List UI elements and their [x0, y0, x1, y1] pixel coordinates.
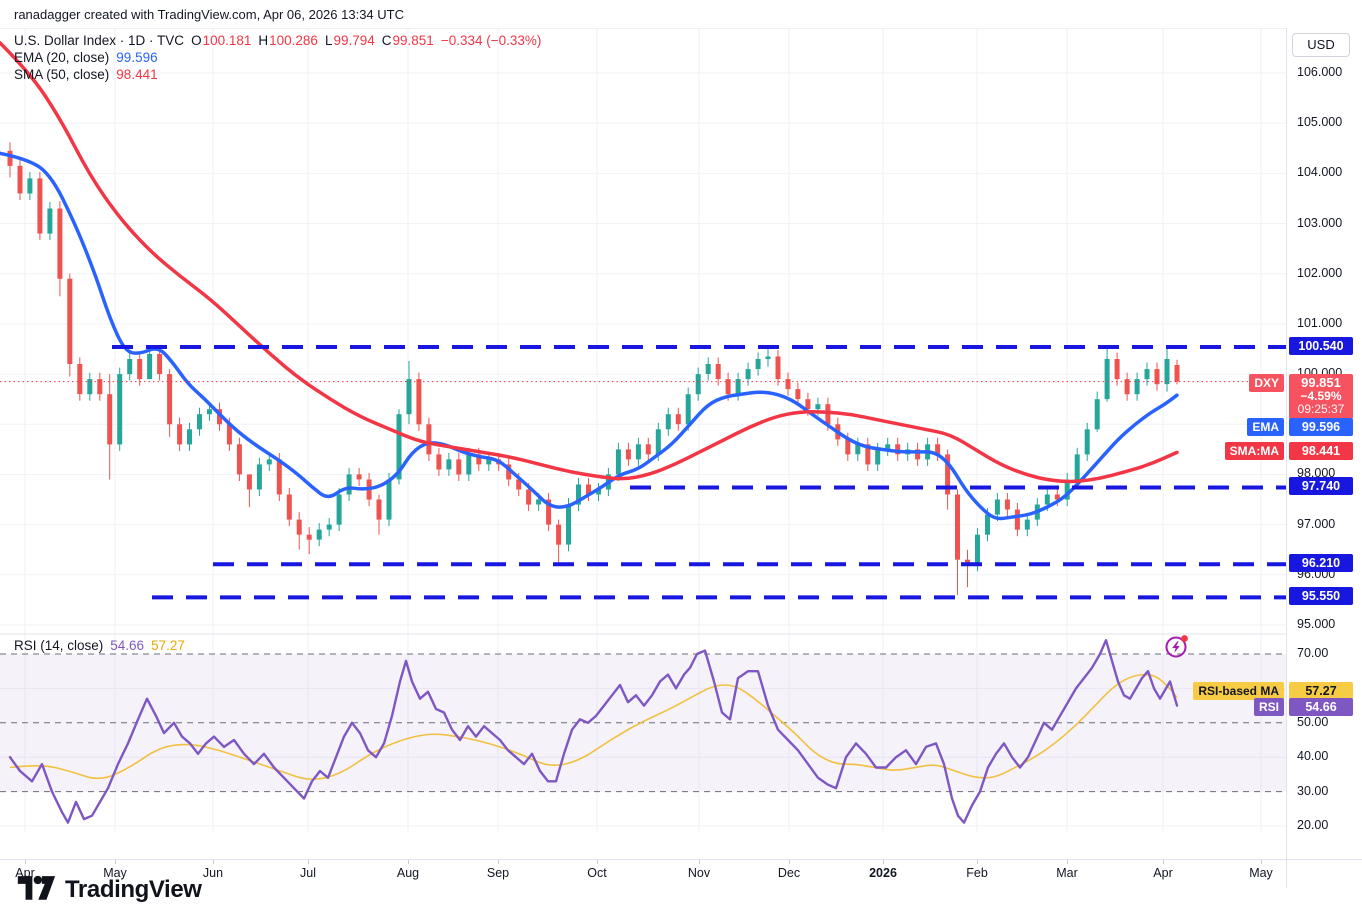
price-axis-tick: 103.000 — [1297, 216, 1343, 230]
time-axis-tick — [498, 860, 499, 864]
price-axis-tick: 104.000 — [1297, 165, 1343, 179]
rsi-axis-tick: 40.00 — [1297, 749, 1329, 763]
ema-value: 99.596 — [116, 50, 158, 65]
symbol-title: U.S. Dollar Index · 1D · TVC — [14, 33, 185, 48]
time-axis-label: Feb — [966, 866, 988, 880]
time-axis-tick — [213, 860, 214, 864]
time-axis-tick — [1067, 860, 1068, 864]
rsi-axis-tick: 30.00 — [1297, 784, 1329, 798]
time-axis-label: May — [103, 866, 127, 880]
time-axis-tick — [699, 860, 700, 864]
rsi-axis-tick: 50.00 — [1297, 715, 1329, 729]
time-axis-label: Aug — [396, 866, 420, 880]
rsi-axis-tick: 70.00 — [1297, 646, 1329, 660]
time-axis-tick — [883, 860, 884, 864]
rsi-legend-row[interactable]: RSI (14, close) 54.66 57.27 — [14, 638, 185, 653]
price-axis-tick: 95.000 — [1297, 617, 1336, 631]
rsi-ma-axis-label: RSI-based MA — [1193, 682, 1284, 700]
time-axis-label: 2026 — [869, 866, 897, 880]
rsi-label: RSI (14, close) — [14, 638, 104, 653]
dxy-axis-label: DXY — [1249, 374, 1284, 392]
rsi-axis-tick: 20.00 — [1297, 818, 1329, 832]
ema-axis-label: EMA — [1247, 418, 1284, 436]
time-axis-tick — [115, 860, 116, 864]
level-price-badge[interactable]: 95.550 — [1289, 587, 1353, 605]
price-axis-tick: 106.000 — [1297, 65, 1343, 79]
price-axis-tick: 105.000 — [1297, 115, 1343, 129]
sma-price-badge: 98.441 — [1289, 442, 1353, 460]
ohlc-change: −0.334 (−0.33%) — [440, 33, 542, 48]
sma-axis-label: SMA:MA — [1224, 442, 1284, 460]
main-legend: U.S. Dollar Index · 1D · TVC O100.181 H100… — [14, 32, 541, 83]
ohlc-close-label: C — [381, 33, 392, 48]
tradingview-logo-icon[interactable] — [16, 872, 56, 907]
time-axis-tick — [1163, 860, 1164, 864]
time-axis-tick — [25, 860, 26, 864]
ohlc-close-value: 99.851 — [392, 33, 434, 48]
level-price-badge[interactable]: 96.210 — [1289, 554, 1353, 572]
time-axis-tick — [597, 860, 598, 864]
price-axis-tick: 98.000 — [1297, 466, 1336, 480]
ema-legend-row[interactable]: EMA (20, close) 99.596 — [14, 49, 541, 66]
ohlc-open-value: 100.181 — [202, 33, 252, 48]
price-axis-tick: 102.000 — [1297, 266, 1343, 280]
price-axis-tick: 101.000 — [1297, 316, 1343, 330]
time-axis-label: Nov — [687, 866, 711, 880]
currency-button[interactable]: USD — [1292, 33, 1350, 57]
time-axis-label: Dec — [777, 866, 801, 880]
time-axis-label: Mar — [1056, 866, 1078, 880]
sma-legend-row[interactable]: SMA (50, close) 98.441 — [14, 66, 541, 83]
time-axis-label: Jun — [202, 866, 224, 880]
time-axis-tick — [308, 860, 309, 864]
footer: TradingView — [16, 872, 202, 907]
ohlc-high-value: 100.286 — [269, 33, 318, 48]
ema-label: EMA (20, close) — [14, 50, 110, 65]
ohlc-high-label: H — [258, 33, 269, 48]
time-axis-label: Apr — [1153, 866, 1173, 880]
time-axis-label: Jul — [300, 866, 316, 880]
ohlc-open-label: O — [191, 33, 202, 48]
time-axis-tick — [789, 860, 790, 864]
chart-canvas[interactable] — [0, 29, 1286, 860]
ema-price-badge: 99.596 — [1289, 418, 1353, 436]
time-axis-label: Sep — [486, 866, 510, 880]
time-axis-tick — [977, 860, 978, 864]
tradingview-logo-text[interactable]: TradingView — [65, 875, 202, 903]
price-axis[interactable]: USD 106.000 105.000 104.000 103.000 102.000 1… — [1286, 28, 1362, 859]
ohlc-low-label: L — [324, 33, 333, 48]
attribution-text: ranadagger created with TradingView.com,… — [14, 7, 404, 22]
flash-icon[interactable] — [1163, 632, 1191, 660]
time-axis-tick — [1261, 860, 1262, 864]
rsi-value: 54.66 — [110, 638, 145, 653]
rsi-value-badge: 54.66 — [1289, 698, 1353, 716]
chart-area[interactable]: U.S. Dollar Index · 1D · TVC O100.181 H100… — [0, 28, 1286, 832]
time-axis[interactable]: Apr May Jun Jul Aug Sep Oct Nov Dec 2026 Feb Mar Apr… — [0, 859, 1362, 888]
sma-value: 98.441 — [116, 67, 158, 82]
time-axis-tick — [408, 860, 409, 864]
level-price-badge[interactable]: 97.740 — [1289, 477, 1353, 495]
rsi-axis-label: RSI — [1253, 698, 1284, 716]
ohlc-low-value: 99.794 — [333, 33, 375, 48]
time-axis-label: May — [1249, 866, 1273, 880]
level-price-badge[interactable]: 100.540 — [1289, 337, 1353, 355]
time-axis-label: Oct — [587, 866, 607, 880]
symbol-legend-row[interactable]: U.S. Dollar Index · 1D · TVC O100.181 H100… — [14, 32, 541, 49]
price-axis-tick: 97.000 — [1297, 517, 1336, 531]
sma-label: SMA (50, close) — [14, 67, 110, 82]
rsi-ma-value: 57.27 — [151, 638, 185, 653]
symbol-price-badge: 99.851 −4.59% 09:25:37 — [1289, 374, 1353, 419]
rsi-ma-value-badge: 57.27 — [1289, 682, 1353, 700]
axis-corner-separator — [1286, 860, 1287, 888]
